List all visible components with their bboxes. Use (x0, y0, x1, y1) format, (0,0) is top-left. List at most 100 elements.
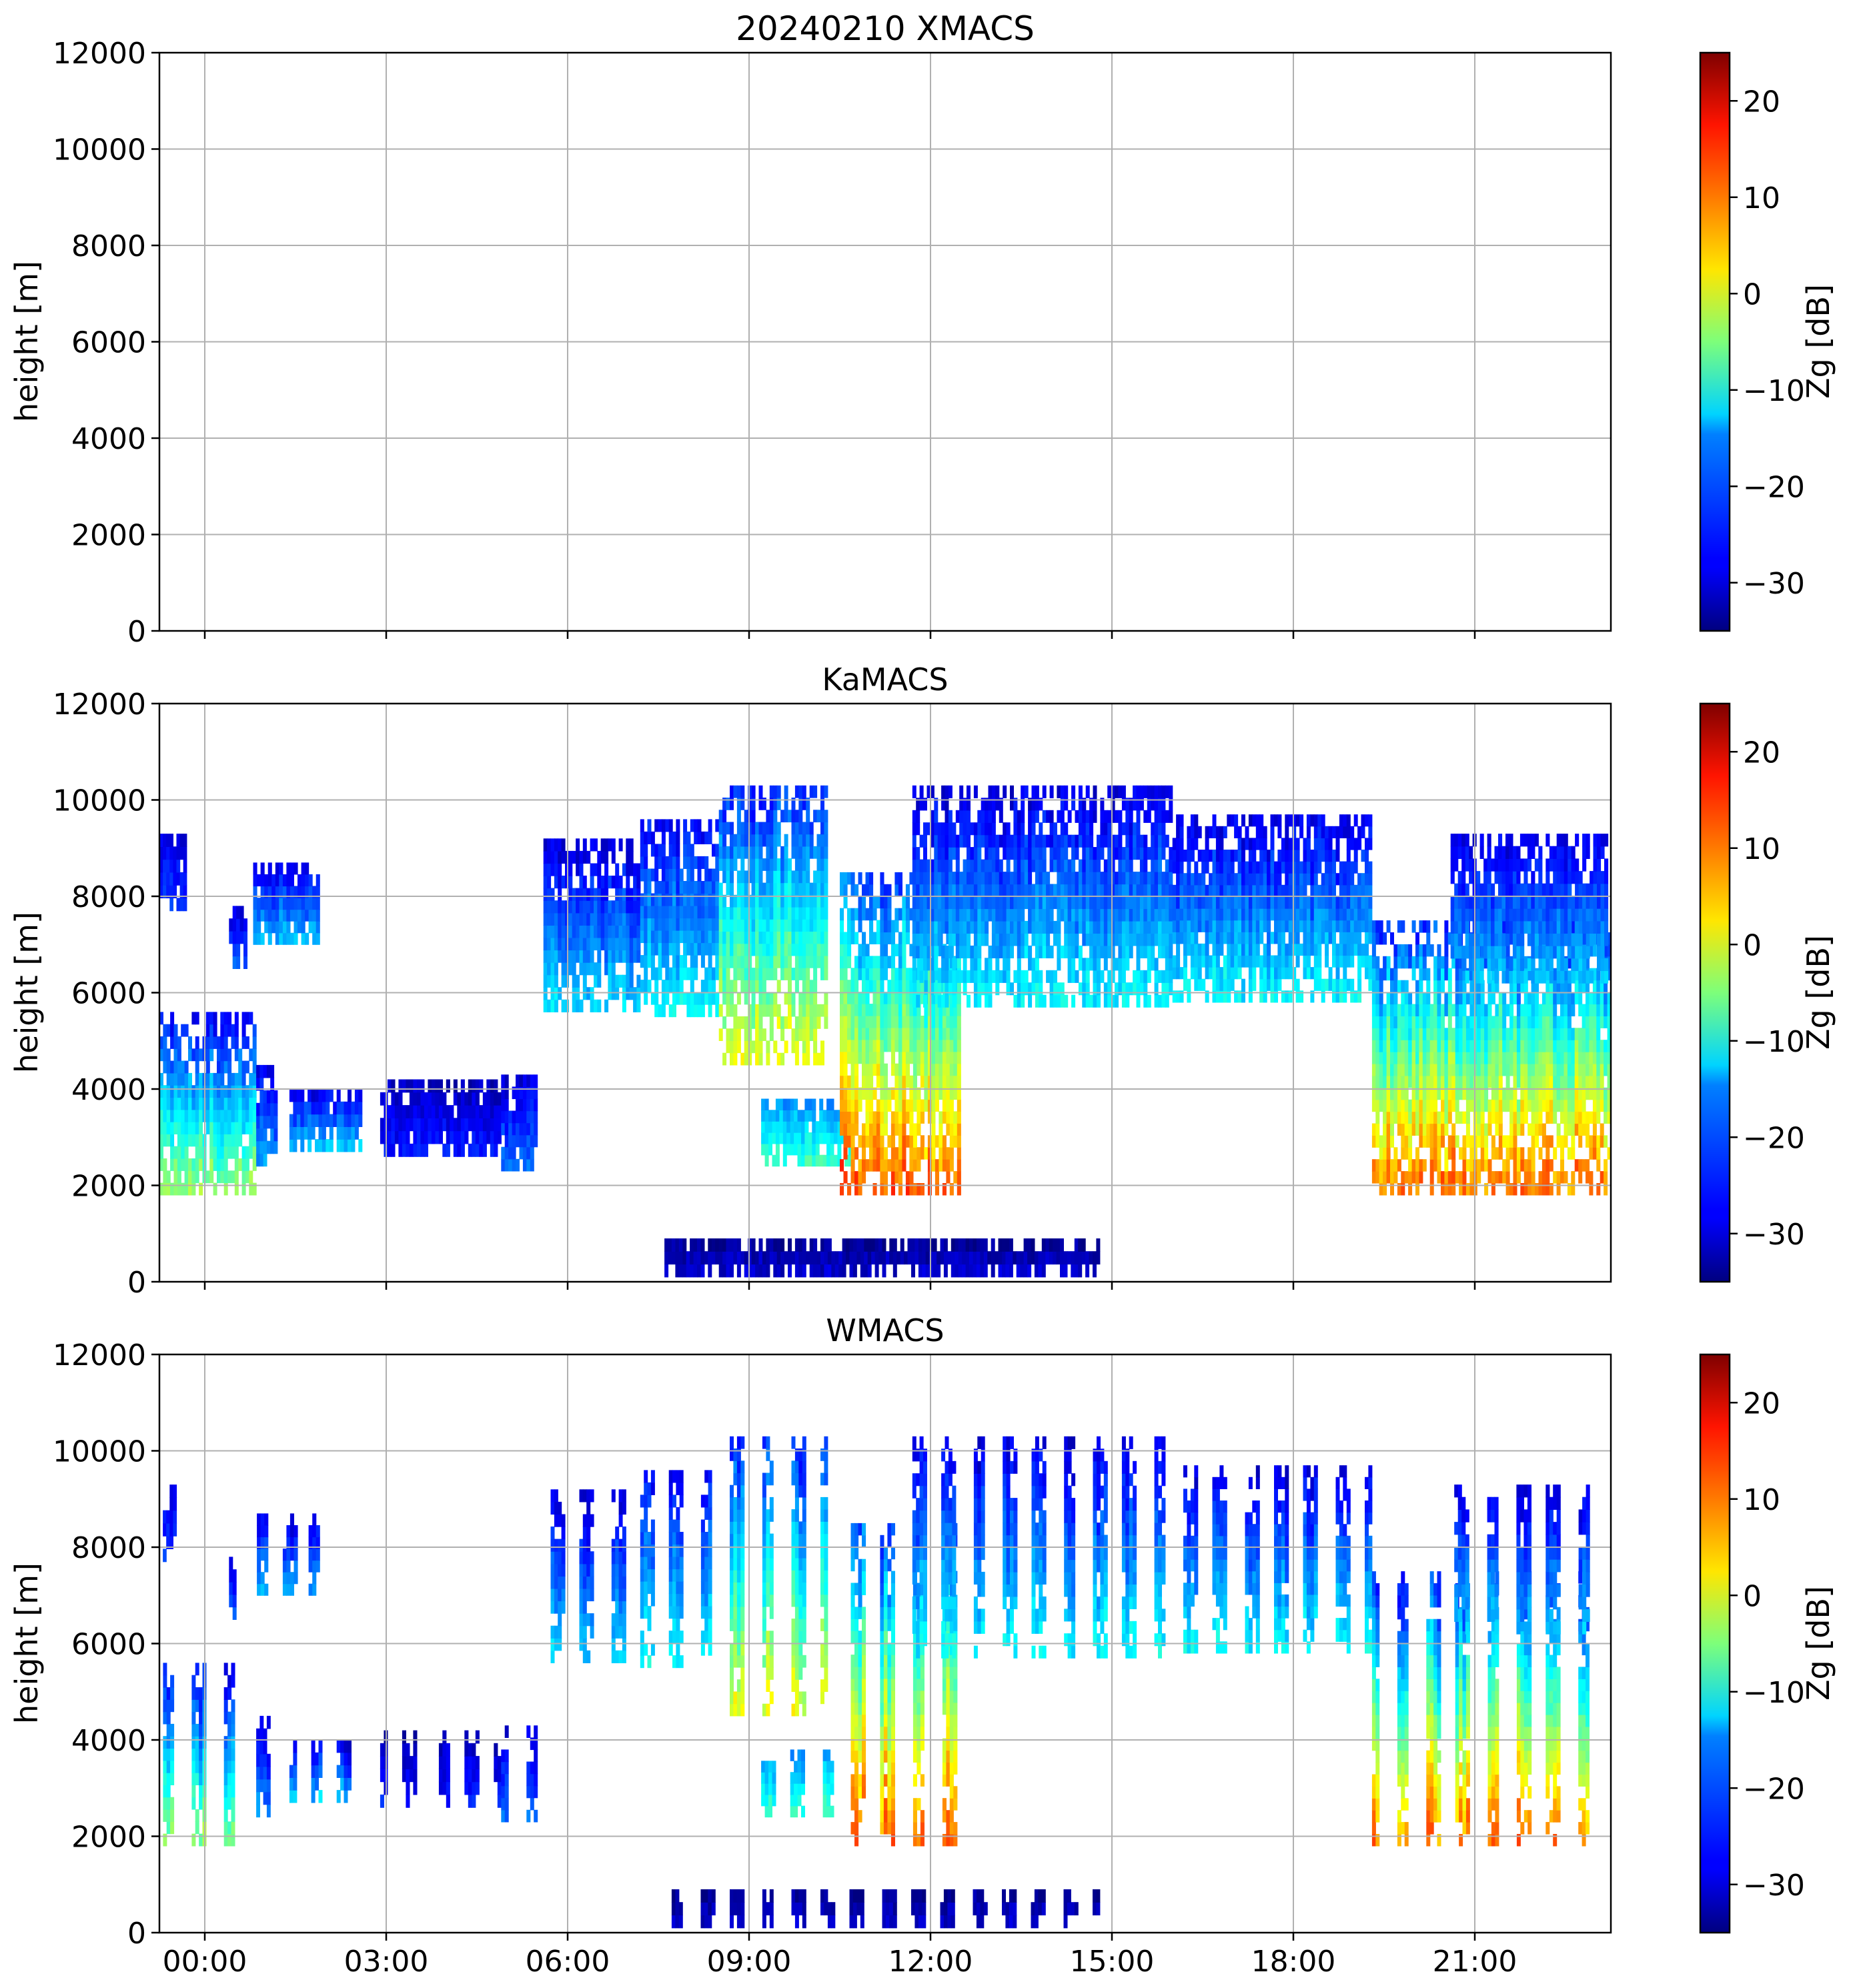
echo-cell-upper-cloud-a (636, 912, 641, 926)
echo-cell-upper-cloud-e (1118, 970, 1123, 983)
echo-cell-cirrus-small-2 (253, 932, 257, 945)
echo-cell-upper-cloud-e (1139, 785, 1144, 798)
echo-cell-upper-cloud-c (813, 870, 818, 884)
echo-cell-upper-cloud-f (1215, 838, 1220, 850)
echo-cell-upper-cloud-c (718, 810, 723, 823)
echo-cell-upper-cloud-e (1118, 859, 1123, 872)
echo-cell-upper-cloud-b (694, 955, 698, 968)
echo-cell-convective-core (949, 992, 954, 1004)
echo-cell-upper-cloud-e (1035, 982, 1039, 996)
echo-cell-upper-cloud-b (686, 967, 691, 980)
echo-cell-upper-cloud-a (554, 912, 558, 926)
echo-cell-precip-late (1379, 992, 1383, 1005)
echo-cell-precip-late (1433, 1135, 1438, 1148)
echo-cell-upper-cloud-e (999, 810, 1003, 823)
echo-cell-upper-cloud-f (1325, 943, 1329, 956)
echo-cell-scattered-echo-3 (512, 1110, 516, 1124)
echo-cell-precip-late (1419, 1087, 1423, 1100)
echo-cell-upper-cloud-f (1285, 884, 1289, 897)
echo-cell-convective-core (880, 992, 884, 1004)
echo-cell-precip-late (1371, 1099, 1376, 1112)
echo-cell-upper-cloud-e (1075, 896, 1079, 910)
echo-cell-upper-cloud-f (1285, 990, 1289, 1003)
echo-cell-upper-cloud-c (758, 1052, 763, 1066)
echo-cell-upper-cloud-e (1121, 785, 1126, 798)
echo-cell-upper-cloud-e (973, 859, 978, 872)
echo-cell-upper-cloud-e (1158, 970, 1162, 983)
echo-cell-low-cloud-early (191, 1097, 196, 1110)
echo-cell-upper-cloud-c (806, 834, 810, 847)
echo-cell-precip-late (1429, 1064, 1434, 1076)
echo-cell-upper-cloud-b (694, 831, 698, 844)
echo-cell-upper-cloud-e (991, 884, 996, 897)
echo-cell-upper-cloud-f (1194, 896, 1199, 909)
echo-cell-low-cloud-early (220, 1170, 225, 1184)
echo-cell-convective-core (876, 1135, 880, 1148)
echo-cell-convective-core (872, 1123, 877, 1136)
echo-cell-upper-cloud-e (945, 872, 949, 885)
echo-cell-upper-cloud-c (824, 955, 828, 968)
echo-cell-precip-late (1379, 920, 1383, 933)
echo-cell-upper-cloud-f (1281, 955, 1285, 968)
echo-cell-upper-cloud-f (1357, 920, 1362, 932)
echo-cell-upper-cloud-e (1125, 982, 1130, 996)
echo-cell-scattered-echo-1 (358, 1089, 363, 1102)
echo-cell-upper-cloud-b (694, 856, 698, 869)
echo-cell-upper-cloud-e (985, 970, 989, 983)
echo-cell-precip-late (1371, 1159, 1376, 1172)
echo-cell-upper-cloud-b (647, 868, 652, 882)
echo-cell-scattered-echo-3 (508, 1146, 513, 1160)
echo-cell-upper-cloud-f (1241, 838, 1245, 850)
echo-cell-precip-late (1426, 1004, 1431, 1016)
echo-cell-upper-cloud-a (590, 888, 594, 901)
echo-cell-low-cloud-early (223, 1097, 228, 1110)
echo-cell-upper-cloud-a (590, 950, 594, 963)
echo-cell-convective-core (957, 980, 961, 992)
echo-cell-upper-cloud-e (1125, 945, 1130, 958)
echo-cell-cirrus-small-2 (282, 932, 287, 945)
echo-cell-upper-cloud-a (582, 974, 587, 988)
echo-cell-upper-cloud-c (806, 846, 810, 859)
echo-cell-upper-cloud-f (1209, 967, 1213, 980)
echo-cell-convective-core (840, 1159, 844, 1172)
echo-cell-upper-cloud-b (665, 881, 670, 894)
echo-cell-upper-cloud-e (919, 884, 924, 897)
echo-cell-upper-cloud-f (1241, 873, 1245, 886)
echo-cell-cirrus-small-2 (301, 862, 305, 875)
echo-cell-low-cloud-early (227, 1024, 232, 1037)
echo-cell-upper-cloud-f (1361, 826, 1365, 838)
echo-cell-upper-cloud-c (718, 894, 723, 908)
echo-cell-mid-cloud-d (819, 1132, 824, 1144)
echo-cell-upper-cloud-f (1292, 896, 1297, 909)
echo-cell-upper-cloud-f (1194, 873, 1199, 886)
echo-cell-cirrus-small-2 (308, 886, 313, 898)
echo-cell-upper-cloud-e (1039, 920, 1043, 934)
echo-cell-low-cloud-early (245, 1085, 249, 1098)
echo-cell-upper-cloud-f (1325, 896, 1329, 909)
echo-cell-upper-cloud-e (945, 834, 949, 848)
echo-cell-upper-cloud-c (726, 955, 730, 968)
echo-cell-convective-core (840, 992, 844, 1004)
echo-cell-upper-cloud-a (622, 937, 626, 951)
echo-cell-upper-cloud-f (1234, 884, 1239, 897)
echo-cell-convective-core (890, 968, 895, 980)
echo-cell-scattered-echo-1 (329, 1089, 334, 1102)
echo-cell-scattered-echo-1 (315, 1101, 319, 1115)
echo-cell-upper-cloud-b (704, 980, 709, 993)
echo-cell-upper-cloud-b (708, 942, 712, 956)
echo-cell-upper-cloud-e (1071, 970, 1076, 983)
echo-cell-upper-cloud-b (644, 856, 648, 869)
echo-cell-upper-cloud-a (554, 937, 558, 951)
echo-cell-upper-cloud-f (1172, 861, 1177, 874)
echo-cell-upper-cloud-f (1227, 861, 1231, 874)
echo-cell-precip-late (1429, 1099, 1434, 1112)
echo-cell-upper-cloud-e (1042, 994, 1047, 1008)
echo-cell-upper-cloud-c (751, 894, 756, 908)
echo-cell-cirrus-early (179, 872, 184, 886)
echo-cell-convective-core (883, 1159, 888, 1172)
echo-cell-upper-cloud-a (582, 950, 587, 963)
echo-cell-upper-cloud-b (661, 844, 666, 857)
echo-cell-upper-cloud-e (1057, 933, 1061, 946)
echo-cell-upper-cloud-a (629, 850, 634, 864)
echo-cell-upper-cloud-e (977, 810, 982, 823)
